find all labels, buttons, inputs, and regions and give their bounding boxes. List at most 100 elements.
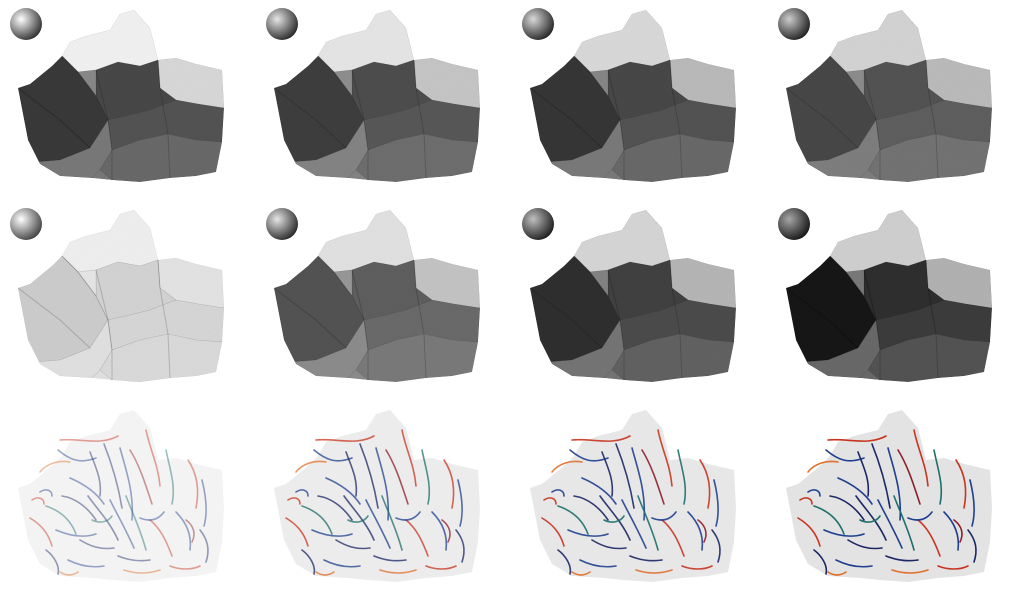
stroke-line — [711, 529, 721, 563]
stroke-line — [199, 529, 209, 563]
panel-r1-c4 — [778, 8, 992, 182]
stroke-line — [45, 549, 60, 575]
stroke-line — [855, 495, 887, 541]
stroke-line — [123, 569, 161, 574]
panel-r2-c4 — [778, 208, 992, 382]
stroke-line — [871, 443, 891, 509]
stroke-line — [827, 435, 887, 442]
stroke-line — [687, 511, 704, 551]
stroke-line — [543, 497, 557, 505]
stroke-line — [629, 555, 663, 562]
stroke-line — [129, 449, 153, 505]
stroke-line — [969, 479, 975, 527]
stroke-line — [621, 499, 647, 549]
stroke-annotated-surface — [274, 410, 480, 582]
stroke-line — [311, 529, 353, 537]
stroke-line — [89, 451, 102, 497]
stroke-line — [175, 511, 192, 551]
stroke-line — [651, 511, 677, 521]
stroke-line — [581, 477, 617, 505]
stroke-line — [385, 449, 409, 505]
shaded-crumpled-surface — [530, 10, 736, 182]
stroke-line — [579, 559, 617, 568]
stroke-line — [557, 549, 572, 575]
stroke-line — [395, 511, 421, 521]
stroke-line — [315, 435, 375, 442]
stroke-line — [657, 429, 673, 487]
stroke-line — [91, 515, 113, 523]
stroke-line — [837, 477, 873, 505]
stroke-line — [573, 495, 609, 521]
stroke-line — [169, 565, 201, 570]
stroke-line — [441, 519, 451, 543]
light-probe-sphere — [266, 208, 298, 240]
stroke-line — [943, 511, 960, 551]
stroke-line — [955, 459, 967, 509]
stroke-line — [681, 565, 713, 570]
stroke-line — [301, 505, 333, 535]
stroke-line — [897, 449, 921, 505]
stroke-line — [39, 460, 71, 473]
stroke-line — [87, 495, 119, 541]
light-probe-sphere — [778, 208, 810, 240]
light-probe-sphere — [10, 8, 42, 40]
stroke-line — [425, 565, 457, 570]
stroke-line — [29, 517, 53, 547]
light-probe-sphere — [522, 8, 554, 40]
stroke-line — [119, 447, 134, 521]
stroke-line — [885, 555, 919, 562]
stroke-line — [117, 555, 151, 562]
stroke-line — [813, 505, 845, 535]
stroke-line — [567, 529, 609, 537]
stroke-line — [697, 519, 707, 543]
stroke-line — [201, 479, 207, 527]
stroke-line — [431, 511, 448, 551]
stroke-line — [347, 515, 369, 523]
stroke-line — [359, 443, 379, 509]
stroke-line — [807, 489, 821, 497]
panel-r3-c1 — [18, 410, 224, 582]
stroke-line — [835, 559, 873, 568]
stroke-line — [699, 459, 711, 509]
panel-r2-c2 — [266, 208, 480, 382]
stroke-line — [457, 479, 463, 527]
stroke-annotated-surface — [18, 410, 224, 582]
stroke-line — [829, 495, 865, 521]
stroke-line — [893, 495, 915, 551]
stroke-line — [317, 495, 353, 521]
stroke-line — [713, 479, 719, 527]
stroke-line — [165, 449, 175, 505]
shaded-crumpled-surface — [786, 10, 992, 182]
stroke-annotated-surface — [786, 410, 992, 582]
stroke-line — [145, 429, 161, 487]
panel-r1-c1 — [10, 8, 224, 182]
stroke-line — [149, 519, 173, 557]
stroke-line — [109, 499, 135, 549]
stroke-line — [295, 489, 309, 497]
light-probe-sphere — [10, 208, 42, 240]
stroke-line — [57, 449, 97, 462]
stroke-line — [187, 459, 199, 509]
stroke-line — [877, 499, 903, 549]
stroke-line — [601, 451, 614, 497]
stroke-line — [323, 559, 361, 568]
stroke-line — [641, 449, 665, 505]
stroke-line — [125, 495, 147, 551]
stroke-line — [937, 565, 969, 570]
stroke-line — [379, 569, 417, 574]
stroke-line — [325, 477, 361, 505]
panel-r1-c2 — [266, 8, 480, 182]
panel-r2-c1 — [10, 208, 224, 382]
panel-r3-c3 — [530, 410, 736, 582]
stroke-line — [335, 539, 371, 550]
light-probe-sphere — [778, 8, 810, 40]
stroke-line — [69, 477, 105, 505]
stroke-line — [599, 495, 631, 541]
stroke-line — [295, 460, 327, 473]
stroke-line — [287, 497, 301, 505]
stroke-line — [603, 515, 625, 523]
stroke-line — [285, 517, 309, 547]
stroke-line — [933, 449, 943, 505]
stroke-line — [31, 497, 45, 505]
